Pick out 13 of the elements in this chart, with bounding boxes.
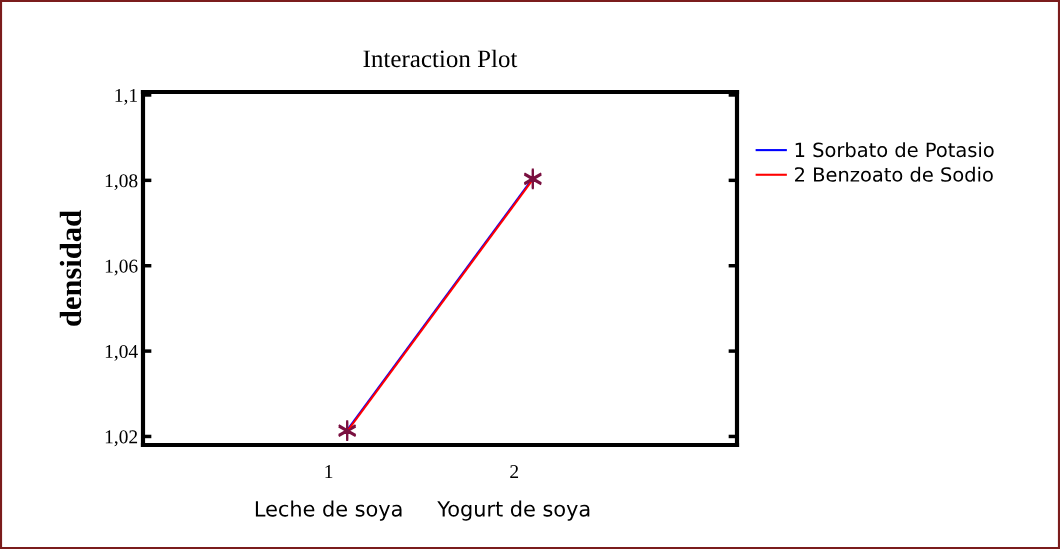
x-tick-label: 2: [510, 465, 519, 478]
y-tick-label: 1,1: [115, 88, 137, 105]
legend-label: 1 Sorbato de Potasio: [795, 142, 994, 158]
chart-title: Interaction Plot: [363, 49, 518, 68]
y-tick-label: 1,04: [105, 344, 138, 361]
legend-label: 2 Benzoato de Sodio: [795, 166, 993, 182]
y-axis-title: densidad: [59, 210, 82, 326]
y-tick-label: 1,06: [105, 259, 138, 276]
y-tick-label: 1,02: [105, 430, 138, 447]
y-tick-label: 1,08: [105, 174, 138, 191]
text: Yogurt de soya: [437, 500, 590, 521]
x-tick-label: 1: [325, 465, 333, 478]
text: Leche de soya: [255, 500, 402, 521]
